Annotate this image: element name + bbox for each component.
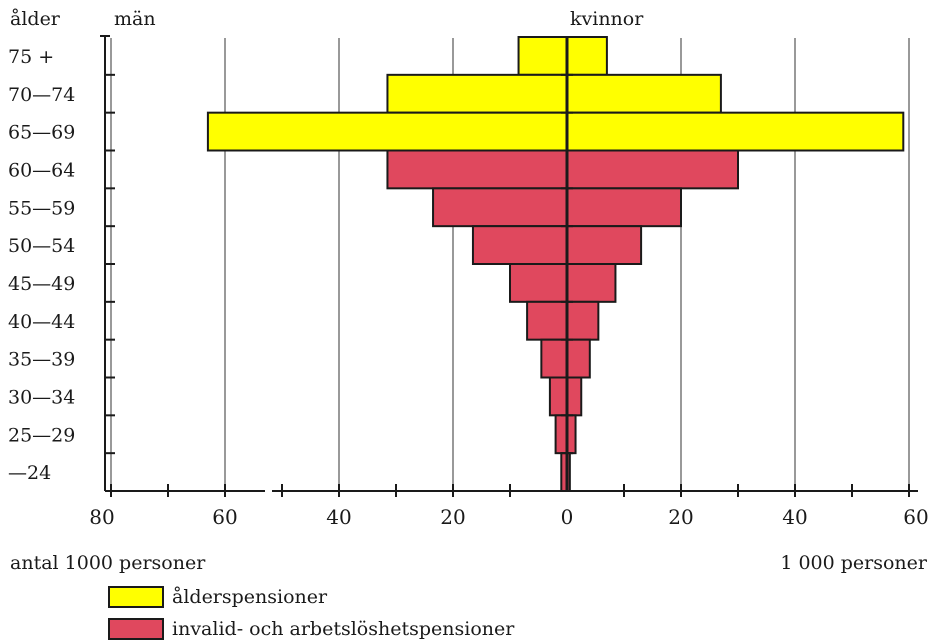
bar-men-ålderspensioner-2 — [206, 111, 568, 152]
age-label-4: 55—59 — [8, 197, 75, 219]
series-alderspensioner — [206, 36, 905, 152]
bar-women-invalid-3 — [566, 149, 739, 190]
age-label-9: 30—34 — [8, 386, 75, 408]
bar-women-ålderspensioner-0 — [566, 36, 608, 76]
bar-men-invalid-7 — [526, 300, 568, 341]
bar-men-invalid-6 — [509, 263, 568, 303]
bar-women-ålderspensioner-2 — [566, 111, 905, 152]
x-tick-label-women-20: 20 — [668, 505, 693, 529]
legend-swatch-red — [108, 618, 164, 640]
age-label-10: 25—29 — [8, 424, 75, 446]
age-label-11: —24 — [8, 462, 51, 484]
men-header: män — [114, 8, 156, 30]
x-tick-label-women-40: 40 — [782, 505, 807, 529]
y-axis-title: ålder — [10, 8, 61, 30]
bar-women-invalid-8 — [566, 338, 591, 379]
legend-label-alderspensioner: ålderspensioner — [172, 586, 328, 608]
age-label-8: 35—39 — [8, 349, 75, 371]
x-tick-label-men-80: 80 — [89, 505, 114, 529]
x-tick-label-men-20: 20 — [440, 505, 465, 529]
legend-label-invalid: invalid- och arbetslöshetspensioner — [172, 618, 515, 640]
x-tick-label-men-60: 60 — [212, 505, 237, 529]
age-label-1: 70—74 — [8, 84, 75, 106]
age-label-3: 60—64 — [8, 159, 75, 181]
age-label-0: 75 + — [8, 46, 54, 68]
women-header: kvinnor — [570, 8, 644, 30]
age-label-6: 45—49 — [8, 273, 75, 295]
unit-right: 1 000 personer — [780, 552, 927, 574]
bar-women-invalid-9 — [566, 376, 583, 417]
age-label-7: 40—44 — [8, 311, 75, 333]
axes — [100, 35, 918, 497]
bar-men-invalid-8 — [540, 338, 568, 379]
legend-item-alderspensioner: ålderspensioner — [108, 584, 327, 610]
bar-men-invalid-10 — [554, 414, 568, 455]
bar-women-invalid-4 — [566, 187, 682, 228]
x-tick-label-men-40: 40 — [326, 505, 351, 529]
bar-women-ålderspensioner-1 — [566, 73, 722, 114]
unit-left: antal 1000 personer — [10, 552, 206, 574]
age-labels: 75 + 70—74 65—69 60—64 55—59 50—54 45—49 40—44 3… — [8, 46, 75, 484]
age-label-5: 50—54 — [8, 235, 75, 257]
bar-men-invalid-4 — [432, 187, 568, 228]
bar-women-invalid-6 — [566, 263, 617, 303]
bar-women-invalid-7 — [566, 300, 600, 341]
x-tick-labels: 80 60 40 20 0 20 40 60 — [89, 505, 928, 529]
legend-item-invalid: invalid- och arbetslöshetspensioner — [108, 616, 514, 642]
bar-men-invalid-3 — [386, 149, 569, 190]
x-tick-label-men-0: 0 — [561, 505, 574, 529]
bar-men-invalid-9 — [548, 376, 569, 417]
legend-swatch-yellow — [108, 586, 164, 608]
bar-men-invalid-5 — [471, 225, 569, 266]
bar-men-ålderspensioner-0 — [517, 36, 568, 76]
population-pyramid-chart: 75 + 70—74 65—69 60—64 55—59 50—54 45—49 40—44 3… — [8, 8, 929, 529]
age-label-2: 65—69 — [8, 122, 75, 144]
series-invalid-och-arbetsloshetspensioner — [386, 149, 739, 492]
x-tick-label-women-60: 60 — [903, 505, 928, 529]
bar-men-ålderspensioner-1 — [386, 73, 569, 114]
bar-women-invalid-5 — [566, 225, 643, 266]
